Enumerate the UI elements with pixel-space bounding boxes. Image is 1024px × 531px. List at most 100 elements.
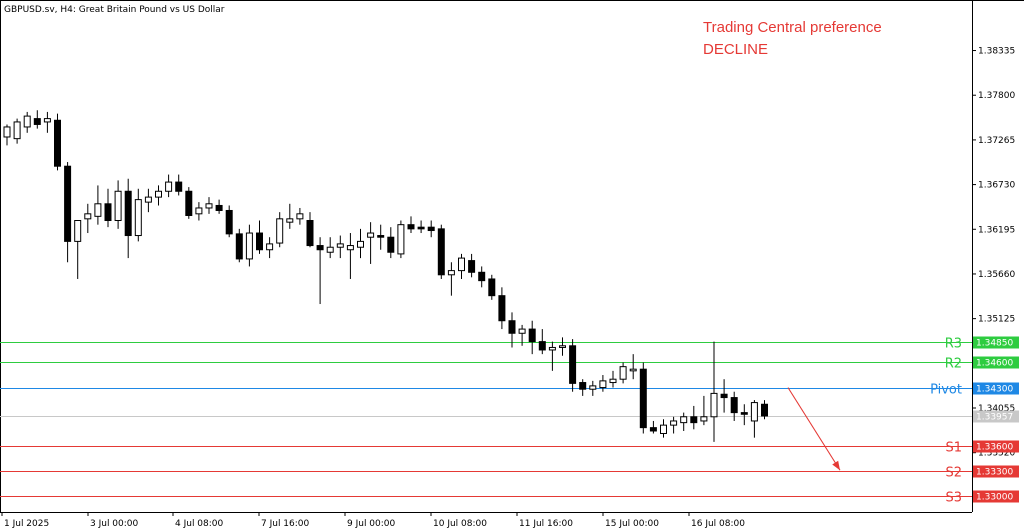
candle-body-bear xyxy=(579,382,587,390)
candle xyxy=(690,405,698,430)
preference-line-1: Trading Central preference xyxy=(703,19,882,36)
candle-body-bear xyxy=(175,181,183,192)
candle xyxy=(256,220,263,254)
candle xyxy=(478,266,486,288)
candle-body-bull xyxy=(245,232,253,260)
candle-body-bull xyxy=(13,121,21,140)
candle xyxy=(649,420,657,434)
candle-body-bear xyxy=(538,341,546,351)
candle-body-bull xyxy=(670,420,678,426)
candle xyxy=(680,412,688,431)
candle xyxy=(599,375,607,392)
candle xyxy=(579,379,587,396)
x-tick-label: 16 Jul 08:00 xyxy=(691,519,745,529)
candle xyxy=(195,202,203,221)
candle-body-bull xyxy=(710,392,718,418)
level-name-r3: R3 xyxy=(945,337,962,352)
x-tick-label: 11 Jul 16:00 xyxy=(519,519,573,529)
candle xyxy=(720,379,728,413)
candle xyxy=(114,180,122,229)
candle-body-bull xyxy=(660,424,667,434)
candle xyxy=(266,237,274,259)
level-price-label: 1.33000 xyxy=(976,493,1013,503)
candle-body-bear xyxy=(225,209,233,235)
candle-body-bear xyxy=(54,119,61,167)
candle xyxy=(589,380,597,396)
candle-body-bear xyxy=(720,393,728,399)
x-tick-label: 10 Jul 08:00 xyxy=(433,519,487,529)
level-price-tag xyxy=(973,382,1019,395)
current-price-tag xyxy=(973,410,1019,423)
x-tick-label: 9 Jul 00:00 xyxy=(347,519,396,529)
candle xyxy=(508,312,516,348)
candle xyxy=(660,419,667,438)
candle-body-bull xyxy=(599,380,607,389)
candle xyxy=(245,224,253,267)
candle xyxy=(104,188,112,228)
level-price-tag xyxy=(973,465,1019,478)
candle xyxy=(559,337,566,356)
candle xyxy=(761,400,768,420)
candle-body-bull xyxy=(94,203,102,217)
x-tick-label: 4 Jul 08:00 xyxy=(175,519,224,529)
candle-body-bull xyxy=(357,240,364,248)
candle-body-bear xyxy=(508,320,516,334)
x-tick-label: 15 Jul 00:00 xyxy=(605,519,659,529)
candle-body-bear xyxy=(761,403,768,417)
candle xyxy=(609,370,617,388)
candle-body-bear xyxy=(306,220,314,247)
level-name-s3: S3 xyxy=(945,491,962,506)
candles xyxy=(3,110,768,442)
candle-body-bear xyxy=(730,397,738,414)
current-price-label: 1.33957 xyxy=(976,413,1013,423)
candle xyxy=(569,339,577,392)
candle-body-bear xyxy=(649,427,657,432)
candle xyxy=(144,188,152,213)
candle xyxy=(437,224,445,279)
level-name-s2: S2 xyxy=(945,466,962,481)
candle xyxy=(518,324,526,346)
candle-body-bull xyxy=(286,218,294,223)
current-price: 1.33957 xyxy=(0,410,1019,423)
candle-body-bear xyxy=(498,295,506,322)
y-tick-label: 1.35125 xyxy=(978,315,1015,325)
x-tick-label: 7 Jul 16:00 xyxy=(261,519,310,529)
level-price-label: 1.34850 xyxy=(976,339,1013,349)
chart-title: GBPUSD.sv, H4: Great Britain Pound vs US… xyxy=(4,5,225,15)
candle-body-bull xyxy=(74,220,82,242)
candle-body-bull xyxy=(134,199,142,237)
candle-body-bull xyxy=(276,218,284,244)
candle xyxy=(670,416,678,434)
price-axis: 1.38335 1.37800 1.37265 1.36730 1.36195 1.356… xyxy=(972,47,1015,459)
x-tick-label: 3 Jul 00:00 xyxy=(90,519,139,529)
candle xyxy=(468,253,476,278)
candle xyxy=(215,199,223,214)
candle xyxy=(619,362,627,384)
candle-body-bear xyxy=(124,190,132,237)
level-price-label: 1.34300 xyxy=(976,385,1013,395)
candle xyxy=(276,212,284,248)
candle-body-bull xyxy=(155,190,162,198)
time-axis: 1 Jul 2025 3 Jul 00:00 4 Jul 08:00 7 Jul 16… xyxy=(1,512,745,529)
candle xyxy=(23,111,31,133)
candle-body-bull xyxy=(43,118,51,123)
level-name-r2: R2 xyxy=(945,357,962,372)
candle xyxy=(538,329,546,355)
candle-body-bull xyxy=(680,416,688,424)
candle xyxy=(296,207,304,225)
candle xyxy=(357,228,364,259)
arrow-shaft xyxy=(787,387,841,471)
candle-body-bear xyxy=(316,245,324,251)
candle xyxy=(498,287,506,330)
candle xyxy=(639,362,647,434)
level-name-s1: S1 xyxy=(945,441,962,456)
candle xyxy=(316,237,324,305)
candle xyxy=(155,185,162,206)
candle xyxy=(13,118,21,144)
candle xyxy=(740,404,748,426)
candle xyxy=(730,391,738,421)
candle-body-bear xyxy=(185,190,193,216)
candle xyxy=(629,354,637,380)
preference-line-2: DECLINE xyxy=(703,41,768,58)
